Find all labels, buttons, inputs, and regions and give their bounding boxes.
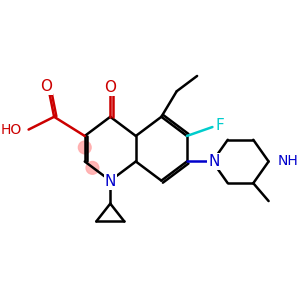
Text: O: O xyxy=(40,79,52,94)
Text: N: N xyxy=(105,174,116,189)
Circle shape xyxy=(78,141,91,154)
Text: HO: HO xyxy=(1,123,22,136)
Text: N: N xyxy=(208,154,219,169)
Text: O: O xyxy=(104,80,116,95)
Text: NH: NH xyxy=(278,154,298,169)
Text: F: F xyxy=(216,118,224,133)
Circle shape xyxy=(86,161,99,174)
